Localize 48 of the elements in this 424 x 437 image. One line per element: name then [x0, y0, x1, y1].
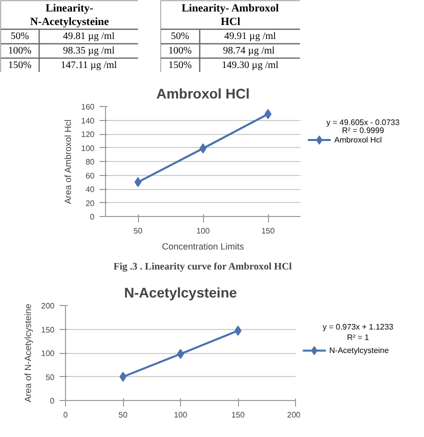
category-label: 100%: [8, 45, 32, 56]
text: y = 0.973x + 1.1233: [322, 322, 394, 332]
y-tick-label: 160: [81, 102, 96, 112]
text: Fig .3 . Linearity curve for Ambroxol HCl: [114, 262, 292, 272]
text: 147.11 µg /ml: [60, 60, 117, 71]
x-tick-label: 50: [118, 410, 128, 420]
y-axis-title: Area of Ambroxol Hcl: [63, 119, 74, 204]
text: R² = 1: [346, 332, 370, 342]
x-tick-label: 200: [287, 410, 302, 420]
legend-label: Ambroxol Hcl: [334, 136, 382, 145]
y-tick-label: 100: [81, 144, 96, 153]
y-tick-label: 20: [86, 198, 96, 208]
category-label: 50%: [170, 31, 190, 42]
y-tick-label: 60: [86, 171, 96, 180]
x-tick-label: 150: [261, 226, 276, 236]
legend-label: N-Acetylcysteine: [329, 346, 390, 356]
x-tick-label: 0: [63, 410, 68, 420]
x-tick-label: 100: [174, 410, 188, 420]
chart-title: Ambroxol HCl: [156, 86, 250, 102]
category-label: 150%: [8, 60, 32, 71]
category-label: 50%: [10, 31, 29, 42]
x-tick-label: 100: [196, 226, 210, 236]
category-label: 150%: [168, 60, 192, 71]
y-axis-title: Area of N-Acetylcysteine: [23, 304, 34, 402]
y-tick-label: 120: [81, 130, 96, 139]
y-tick-label: 0: [50, 396, 56, 406]
text: 98.35 µg /ml: [63, 45, 115, 56]
y-tick-label: 80: [86, 158, 96, 166]
text: 49.91 µg /ml: [224, 31, 276, 42]
y-tick-label: 50: [46, 372, 56, 382]
y-tick-label: 150: [41, 325, 56, 334]
y-tick-label: 200: [41, 302, 56, 310]
text: Linearity- N-Acetylcysteine: [30, 2, 110, 28]
text: 98.74 µg /ml: [223, 45, 275, 56]
y-tick-label: 40: [86, 185, 96, 194]
y-tick-label: 140: [81, 116, 96, 126]
y-tick-label: 0: [90, 212, 96, 222]
category-label: 100%: [168, 45, 192, 56]
x-tick-label: 150: [231, 410, 246, 420]
x-axis-title: Concentration Limits: [162, 242, 245, 252]
text: 149.30 µg /ml: [222, 60, 278, 71]
text: R² = 0.9999: [342, 126, 385, 135]
text: y = 49.605x - 0.0733: [326, 118, 400, 127]
x-tick-label: 50: [134, 226, 143, 236]
text: Linearity- Ambroxol HCl: [182, 2, 279, 28]
chart-title: N-Acetylcysteine: [124, 284, 238, 300]
y-tick-label: 100: [41, 349, 56, 358]
text: 49.81 µg /ml: [63, 31, 115, 42]
